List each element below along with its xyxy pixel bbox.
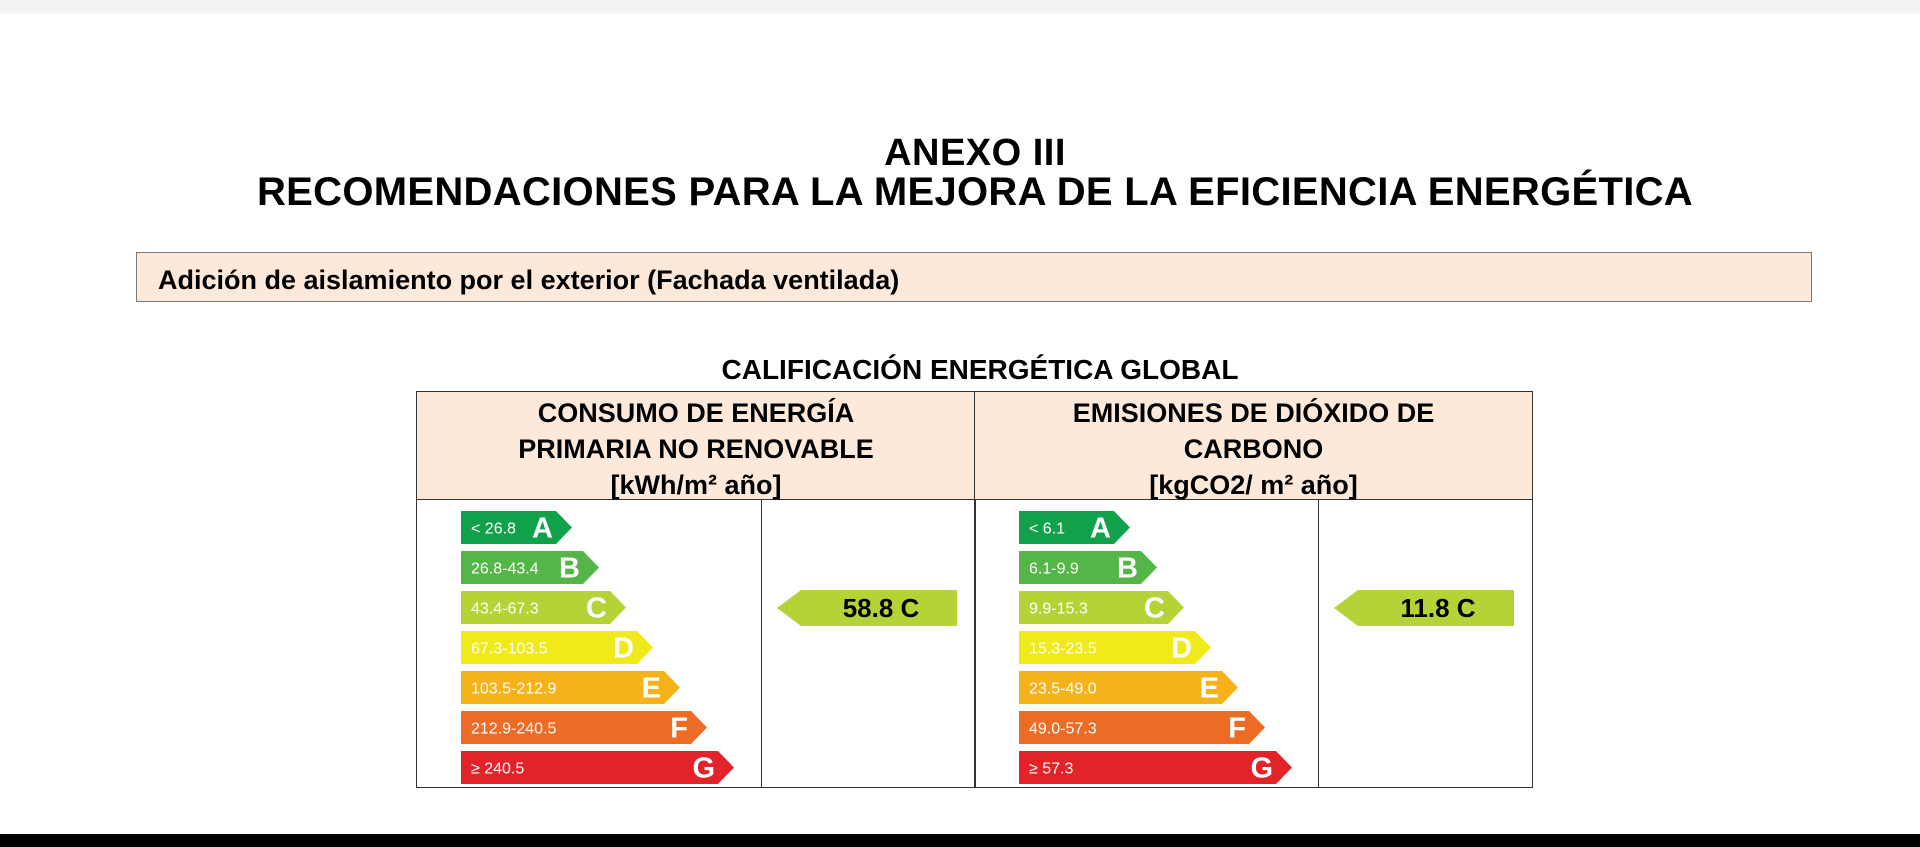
consumption-scale-row-c: 43.4-67.3 C <box>461 591 626 625</box>
consumption-letter-label: F <box>670 713 688 745</box>
emissions-result-arrow: 11.8 C <box>1334 590 1514 626</box>
consumption-band-d <box>461 631 653 664</box>
main-title: RECOMENDACIONES PARA LA MEJORA DE LA EFI… <box>257 170 1693 214</box>
emissions-band-a <box>1019 511 1130 544</box>
emissions-range-label: < 6.1 <box>1029 521 1065 538</box>
consumption-range-label: 43.4-67.3 <box>471 601 539 618</box>
consumption-scale-row-e: 103.5-212.9 E <box>461 671 680 705</box>
top-bar <box>0 0 1920 14</box>
emissions-band-b <box>1019 551 1157 584</box>
consumption-band-a <box>461 511 572 544</box>
emissions-band-e <box>1019 671 1238 704</box>
emissions-band-g <box>1019 751 1292 784</box>
consumption-unit: [kWh/m² año] <box>610 470 782 500</box>
consumption-range-label: 26.8-43.4 <box>471 561 539 578</box>
consumption-scale-row-b: 26.8-43.4 B <box>461 551 599 585</box>
emissions-scale-row-d: 15.3-23.5 D <box>1019 631 1211 665</box>
bottom-bar <box>0 834 1920 847</box>
consumption-letter-label: A <box>532 513 553 545</box>
consumption-scale: < 26.8 A 26.8-43.4 B 43.4-67.3 C 67.3-103.5 D 10… <box>461 511 734 785</box>
consumption-result-shape <box>777 590 957 626</box>
emissions-scale-row-f: 49.0-57.3 F <box>1019 711 1265 745</box>
emissions-scale-row-a: < 6.1 A <box>1019 511 1130 545</box>
emissions-letter-label: G <box>1250 753 1273 785</box>
consumption-range-label: 212.9-240.5 <box>471 721 557 738</box>
consumption-scale-row-d: 67.3-103.5 D <box>461 631 653 665</box>
emissions-scale-row-c: 9.9-15.3 C <box>1019 591 1184 625</box>
emissions-letter-label: D <box>1171 633 1192 665</box>
consumption-band-f <box>461 711 707 744</box>
consumption-range-label: < 26.8 <box>471 521 516 538</box>
emissions-range-label: 23.5-49.0 <box>1029 681 1097 698</box>
consumption-header-line2: PRIMARIA NO RENOVABLE <box>518 434 874 464</box>
emissions-header-line2: CARBONO <box>1183 434 1324 464</box>
emissions-divider <box>1318 500 1319 787</box>
consumption-letter-label: C <box>586 593 607 625</box>
consumption-result-value: 58.8 C <box>843 593 920 623</box>
consumption-range-label: ≥ 240.5 <box>471 761 524 778</box>
consumption-letter-label: B <box>559 553 580 585</box>
emissions-header: EMISIONES DE DIÓXIDO DE CARBONO [kgCO2/ … <box>975 392 1532 500</box>
consumption-range-label: 103.5-212.9 <box>471 681 557 698</box>
emissions-letter-label: F <box>1228 713 1246 745</box>
consumption-panel: CONSUMO DE ENERGÍA PRIMARIA NO RENOVABLE… <box>416 391 976 788</box>
consumption-letter-label: E <box>642 673 661 705</box>
emissions-scale: < 6.1 A 6.1-9.9 B 9.9-15.3 C 15.3-23.5 D 23.5-49… <box>1019 511 1292 785</box>
rating-title: CALIFICACIÓN ENERGÉTICA GLOBAL <box>721 354 1239 385</box>
emissions-result-value: 11.8 C <box>1400 593 1475 623</box>
emissions-range-label: 9.9-15.3 <box>1029 601 1088 618</box>
emissions-panel: EMISIONES DE DIÓXIDO DE CARBONO [kgCO2/ … <box>974 391 1533 788</box>
consumption-letter-label: D <box>613 633 634 665</box>
emissions-result-shape <box>1334 590 1514 626</box>
emissions-scale-row-g: ≥ 57.3 G <box>1019 751 1292 785</box>
emissions-scale-row-b: 6.1-9.9 B <box>1019 551 1157 585</box>
consumption-header: CONSUMO DE ENERGÍA PRIMARIA NO RENOVABLE… <box>417 392 975 500</box>
consumption-letter-label: G <box>692 753 715 785</box>
emissions-letter-label: A <box>1090 513 1111 545</box>
emissions-header-line1: EMISIONES DE DIÓXIDO DE <box>1072 398 1435 428</box>
consumption-band-b <box>461 551 599 584</box>
emissions-letter-label: E <box>1200 673 1219 705</box>
recommendation-box: Adición de aislamiento por el exterior (… <box>136 252 1812 302</box>
emissions-letter-label: B <box>1117 553 1138 585</box>
emissions-range-label: 49.0-57.3 <box>1029 721 1097 738</box>
emissions-range-label: 6.1-9.9 <box>1029 561 1079 578</box>
consumption-band-g <box>461 751 734 784</box>
consumption-scale-row-g: ≥ 240.5 G <box>461 751 734 785</box>
consumption-band-e <box>461 671 680 704</box>
consumption-band-c <box>461 591 626 624</box>
emissions-range-label: ≥ 57.3 <box>1029 761 1073 778</box>
consumption-header-line1: CONSUMO DE ENERGÍA <box>537 398 855 428</box>
consumption-scale-row-f: 212.9-240.5 F <box>461 711 707 745</box>
annex-title: ANEXO III <box>884 132 1066 174</box>
consumption-result-arrow: 58.8 C <box>777 590 957 626</box>
emissions-scale-row-e: 23.5-49.0 E <box>1019 671 1238 705</box>
emissions-unit: [kgCO2/ m² año] <box>1149 470 1358 500</box>
recommendation-text: Adición de aislamiento por el exterior (… <box>158 265 900 295</box>
emissions-band-f <box>1019 711 1265 744</box>
consumption-scale-row-a: < 26.8 A <box>461 511 572 545</box>
emissions-band-c <box>1019 591 1184 624</box>
emissions-range-label: 15.3-23.5 <box>1029 641 1097 658</box>
consumption-range-label: 67.3-103.5 <box>471 641 548 658</box>
emissions-letter-label: C <box>1144 593 1165 625</box>
emissions-band-d <box>1019 631 1211 664</box>
consumption-divider <box>761 500 762 787</box>
